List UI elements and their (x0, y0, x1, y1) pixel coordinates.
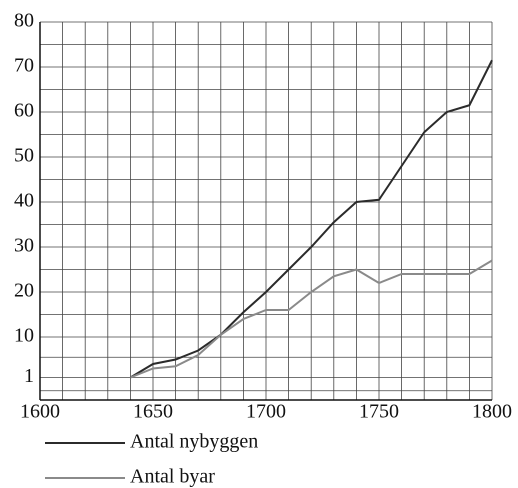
x-tick-label: 1650 (133, 401, 173, 423)
y-tick-label: 1 (24, 365, 34, 387)
legend-label: Antal byar (130, 466, 215, 488)
x-tick-label: 1750 (359, 401, 399, 423)
y-tick-label: 20 (14, 280, 34, 302)
y-tick-label: 80 (14, 10, 34, 32)
y-tick-label: 50 (14, 145, 34, 167)
y-tick-label: 70 (14, 55, 34, 77)
x-tick-label: 1600 (20, 401, 60, 423)
x-tick-label: 1800 (472, 401, 512, 423)
series-line (130, 259, 493, 379)
y-tick-label: 30 (14, 235, 34, 257)
x-tick-label: 1700 (246, 401, 286, 423)
y-tick-label: 40 (14, 190, 34, 212)
y-tick-label: 60 (14, 100, 34, 122)
y-tick-label: 10 (14, 325, 34, 347)
legend-label: Antal nybyggen (130, 431, 258, 453)
series-line (129, 59, 493, 379)
